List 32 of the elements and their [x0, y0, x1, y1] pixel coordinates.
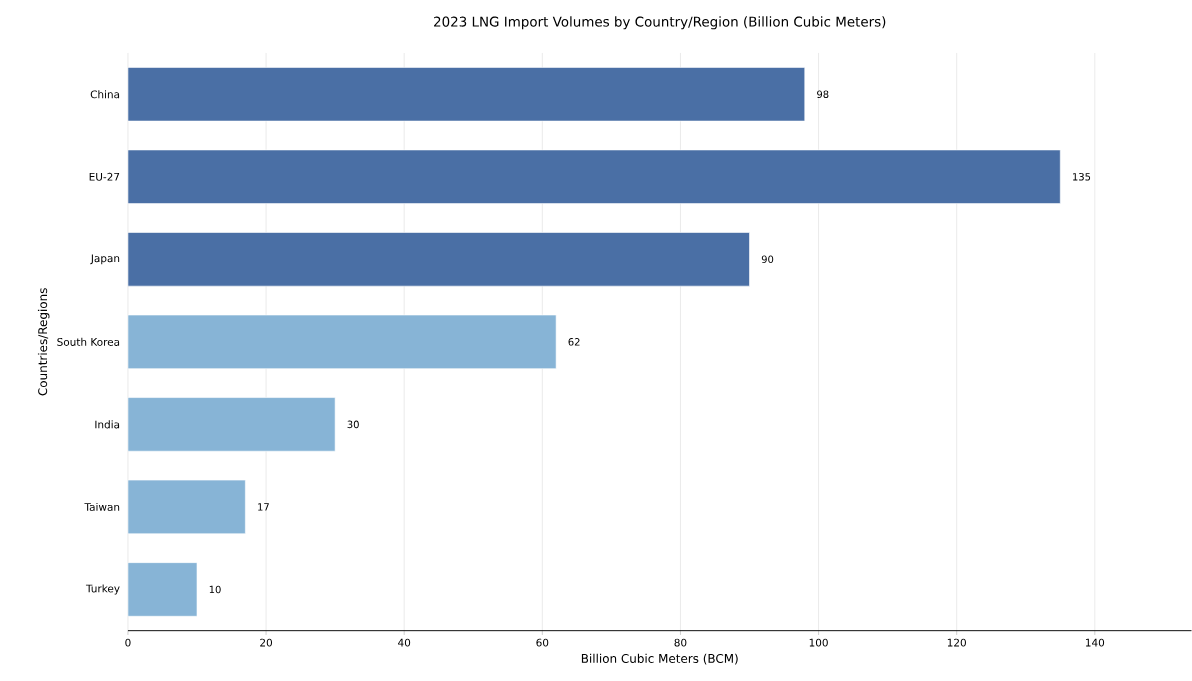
data-label: 98	[817, 90, 829, 99]
y-tick-label: Japan	[90, 254, 120, 265]
x-tick-label: 140	[1085, 638, 1105, 647]
y-tick-label: China	[90, 90, 120, 99]
data-label: 90	[761, 255, 774, 264]
bar	[127, 562, 198, 617]
bar	[127, 232, 750, 287]
y-tick-label: South Korea	[57, 337, 120, 347]
x-tick-label: 40	[398, 638, 411, 647]
x-axis-title: Billion Cubic Meters (BCM)	[581, 653, 738, 665]
x-tick-label: 0	[125, 638, 131, 647]
data-label: 62	[568, 338, 580, 346]
y-tick-label: EU-27	[89, 172, 120, 181]
bar	[127, 314, 557, 370]
y-tick-label: Taiwan	[84, 503, 120, 512]
y-axis-title: Countries/Regions	[37, 288, 50, 396]
data-label: 30	[347, 420, 359, 429]
x-tick-label: 100	[809, 638, 828, 647]
data-label: 17	[258, 503, 269, 511]
y-tick-label: India	[95, 420, 120, 429]
chart-title: 2023 LNG Import Volumes by Country/Region (Billion Cubic Meters)	[434, 16, 886, 30]
x-tick-label: 20	[260, 638, 273, 647]
x-tick-label: 80	[674, 638, 687, 647]
y-tick-label: Turkey	[85, 584, 120, 595]
bar	[127, 397, 336, 452]
bar	[127, 149, 1061, 205]
bar	[127, 479, 246, 535]
x-tick-label: 120	[947, 638, 966, 647]
data-label: 10	[209, 585, 221, 594]
bar	[127, 67, 806, 122]
data-label: 135	[1073, 173, 1091, 181]
x-tick-label: 60	[536, 638, 549, 647]
